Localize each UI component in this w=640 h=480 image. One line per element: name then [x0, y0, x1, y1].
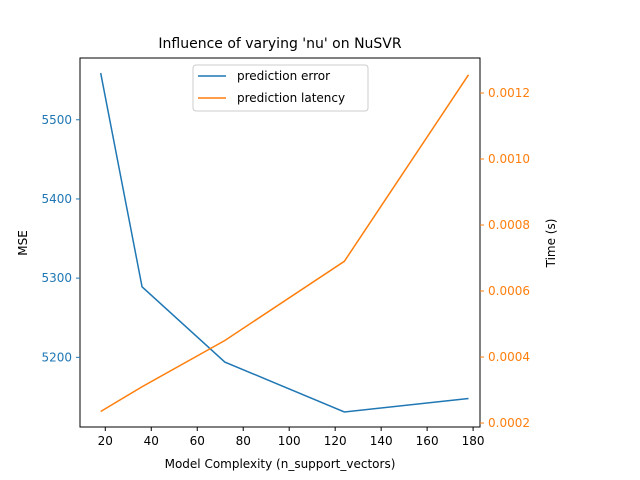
- y-left-tick-label: 5300: [41, 271, 72, 285]
- x-axis: 20 40 60 80 100 120 140 160 180: [98, 427, 485, 448]
- y-right-tick-label: 0.0004: [488, 350, 530, 364]
- y-right-tick-label: 0.0002: [488, 416, 530, 430]
- x-axis-label: Model Complexity (n_support_vectors): [165, 457, 396, 471]
- y-axis-right-label: Time (s): [544, 219, 558, 269]
- y-left-tick-label: 5200: [41, 350, 72, 364]
- y-right-tick-label: 0.0006: [488, 284, 530, 298]
- x-tick-label: 140: [370, 434, 393, 448]
- y-right-tick-label: 0.0012: [488, 86, 530, 100]
- legend-label: prediction error: [237, 69, 330, 83]
- chart-title: Influence of varying 'nu' on NuSVR: [158, 36, 401, 52]
- series-line-prediction-latency: [100, 74, 470, 413]
- plot-area: [79, 57, 481, 428]
- y-left-tick-label: 5400: [41, 192, 72, 206]
- axes-frame: [79, 57, 481, 428]
- y-right-tick-label: 0.0010: [488, 152, 530, 166]
- y-axis-left-label: MSE: [16, 230, 30, 256]
- legend: prediction error prediction latency: [192, 64, 369, 112]
- series-lines: [99, 72, 470, 413]
- x-tick-label: 120: [324, 434, 347, 448]
- x-tick-label: 20: [98, 434, 113, 448]
- x-tick-label: 40: [144, 434, 159, 448]
- x-tick-label: 180: [462, 434, 485, 448]
- x-tick-label: 100: [278, 434, 301, 448]
- y-axis-left: 5200 5300 5400 5500: [41, 113, 80, 364]
- y-right-tick-label: 0.0008: [488, 218, 530, 232]
- series-line-prediction-error: [99, 72, 469, 413]
- x-tick-label: 160: [416, 434, 439, 448]
- x-tick-label: 80: [236, 434, 251, 448]
- y-axis-right: 0.0002 0.0004 0.0006 0.0008 0.0010 0.0012: [480, 86, 530, 430]
- y-left-tick-label: 5500: [41, 113, 72, 127]
- legend-label: prediction latency: [237, 91, 345, 105]
- legend-frame: [192, 64, 369, 112]
- x-tick-label: 60: [190, 434, 205, 448]
